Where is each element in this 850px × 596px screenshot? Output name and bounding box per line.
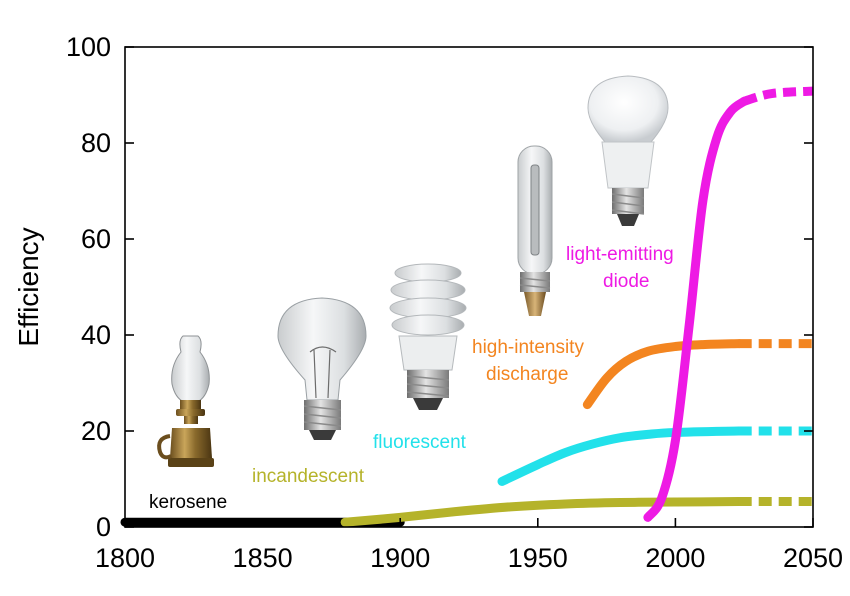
annotation-incandescent: incandescent — [252, 466, 365, 487]
x-tick-label: 1850 — [233, 543, 293, 573]
x-tick-label: 2000 — [645, 543, 705, 573]
annotations: kerosene incandescent fluorescent high-i… — [149, 244, 674, 513]
series-line-high-intensity-discharge — [582, 339, 744, 410]
incandescent-bulb-icon — [277, 297, 367, 440]
annotation-fluorescent: fluorescent — [373, 432, 467, 453]
kerosene-lamp-icon — [157, 335, 214, 467]
series-projection-light-emitting-diode — [742, 86, 814, 106]
illustrations — [157, 75, 669, 467]
cfl-bulb-icon — [389, 263, 467, 410]
series-line-light-emitting-diode — [643, 96, 749, 522]
plot-frame — [124, 46, 814, 528]
x-tick-label: 1900 — [370, 543, 430, 573]
y-tick-label: 0 — [96, 512, 111, 542]
y-axis-label: Efficiency — [13, 227, 44, 346]
y-tick-label: 100 — [66, 32, 111, 62]
annotation-light-emitting: light-emitting — [566, 244, 674, 265]
y-tick-label: 60 — [81, 224, 111, 254]
led-bulb-icon — [587, 75, 669, 226]
y-tick-label: 20 — [81, 416, 111, 446]
x-tick-label: 2050 — [783, 543, 843, 573]
series-line-incandescent — [340, 497, 744, 527]
y-tick-label: 40 — [81, 320, 111, 350]
y-tick-label: 80 — [81, 128, 111, 158]
axis-layer: 1800 1850 1900 1950 2000 2050 0 20 40 60 80 100 — [66, 32, 843, 573]
annotation-kerosene: kerosene — [149, 492, 227, 513]
series-line-fluorescent — [497, 426, 744, 486]
x-tick-label: 1950 — [508, 543, 568, 573]
annotation-diode: diode — [603, 271, 650, 292]
plot-layer — [120, 86, 814, 527]
x-tick-label: 1800 — [95, 543, 155, 573]
annotation-discharge: discharge — [486, 364, 568, 385]
annotation-high-intensity: high-intensity — [472, 337, 584, 358]
hid-lamp-icon — [517, 145, 553, 316]
